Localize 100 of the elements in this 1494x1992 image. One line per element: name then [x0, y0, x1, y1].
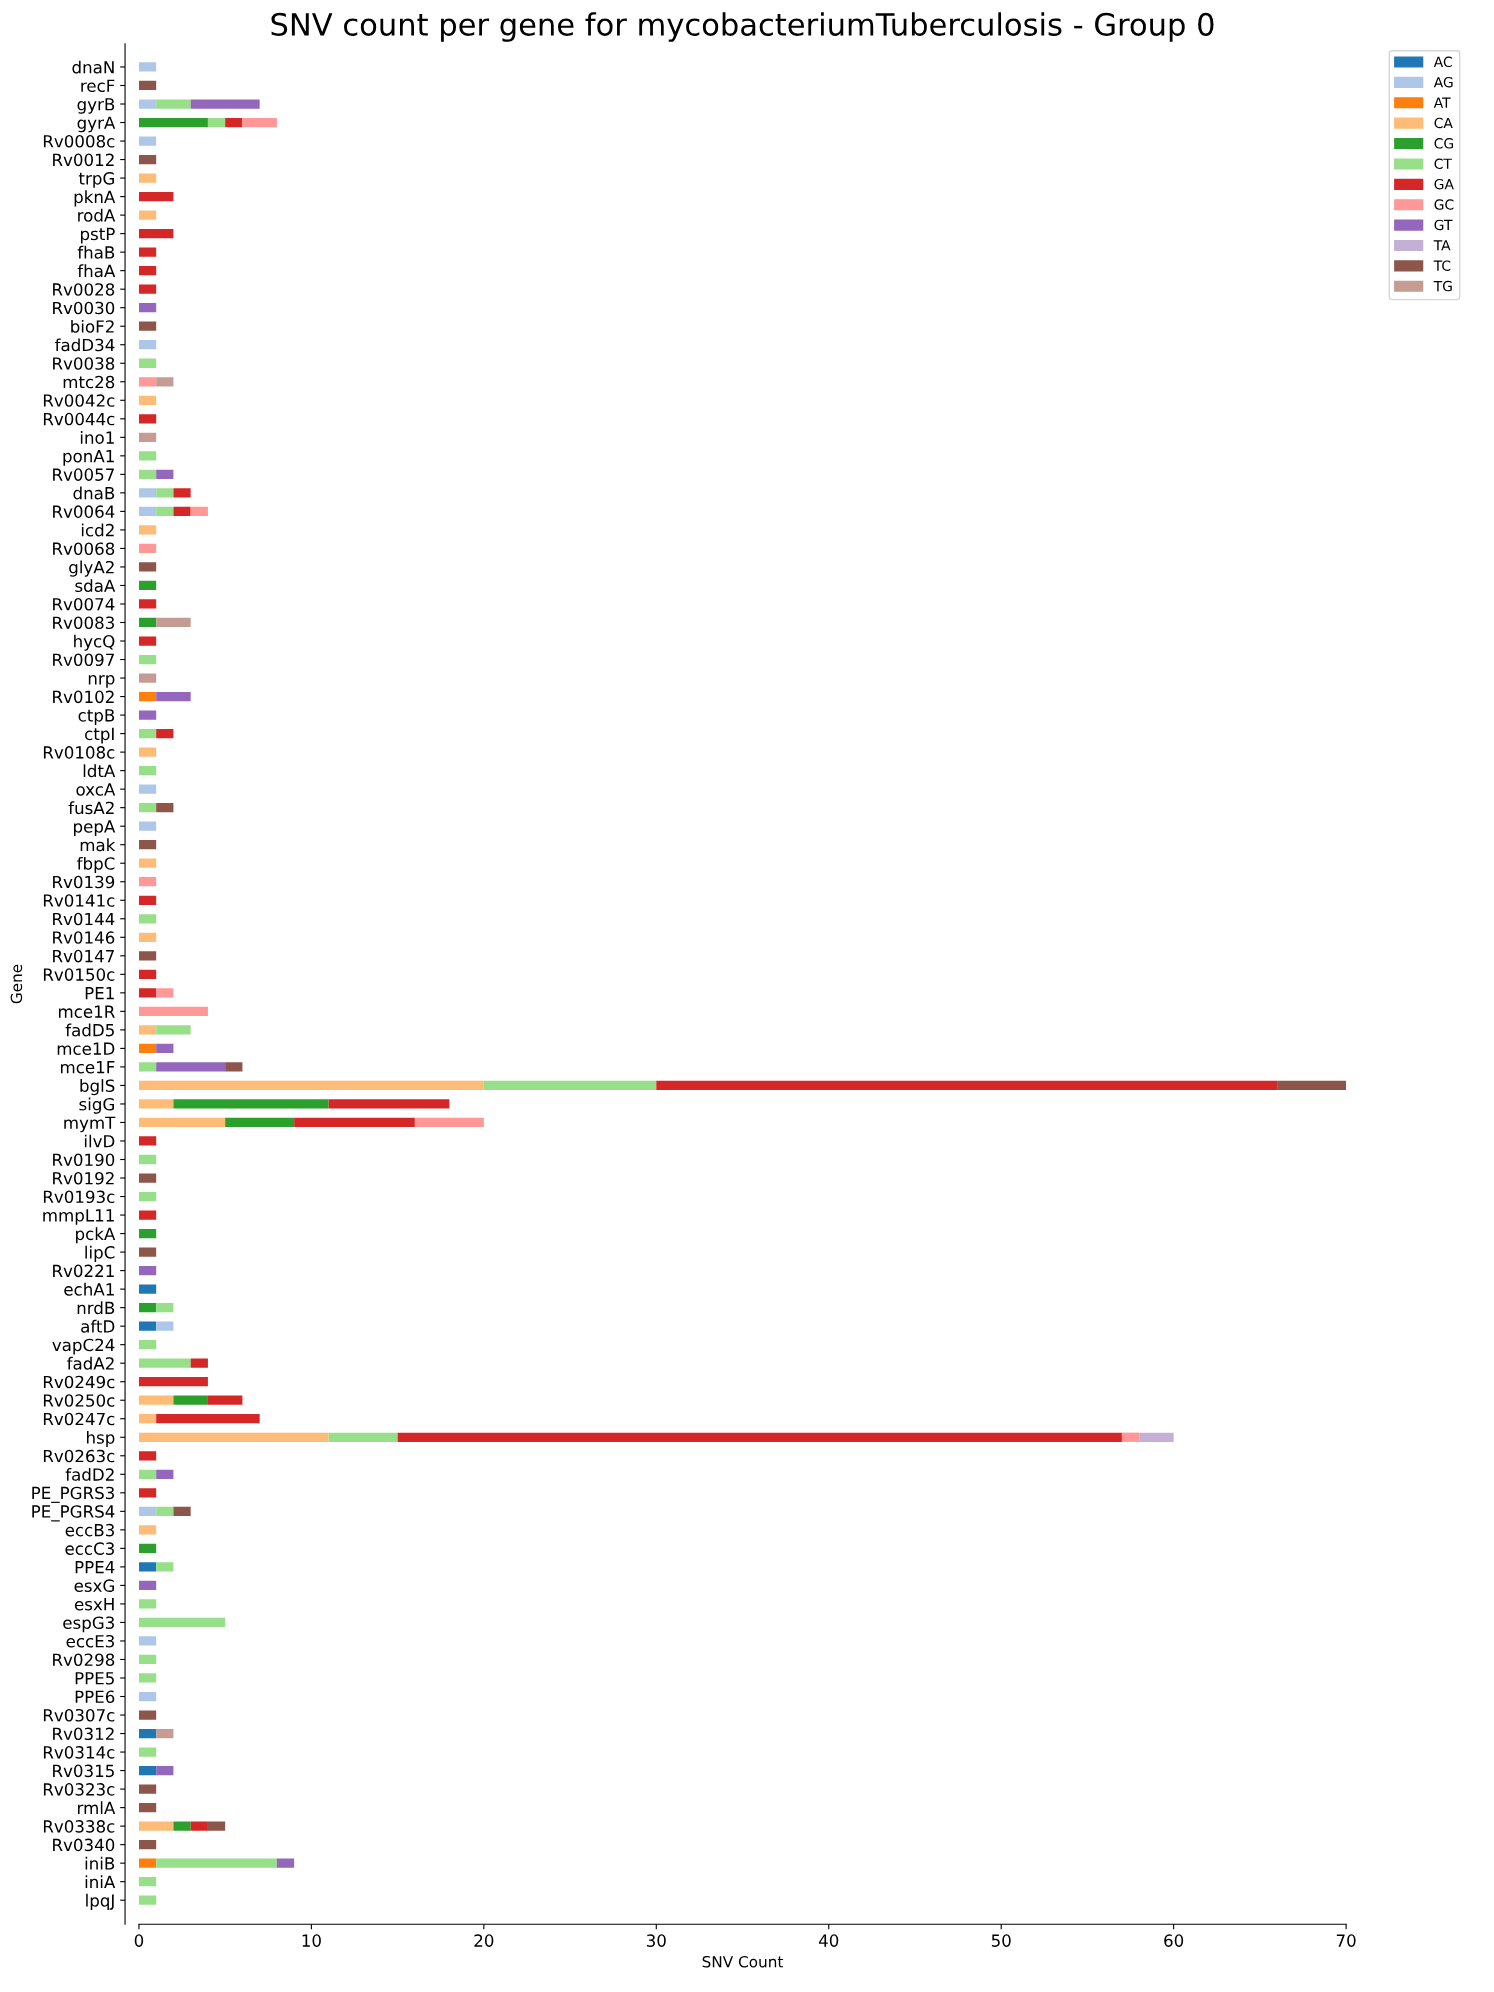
- bar: [138, 414, 157, 424]
- y-tick-label: ldtA: [83, 764, 116, 778]
- y-tick-label: pckA: [76, 1227, 116, 1244]
- bar: [138, 80, 157, 91]
- bar: [276, 1858, 295, 1868]
- bar: [156, 1765, 174, 1776]
- bar: [138, 395, 157, 405]
- bar: [138, 1154, 157, 1165]
- bar: [138, 691, 157, 702]
- y-tick-label: pepA: [74, 820, 116, 836]
- bar: [138, 303, 157, 313]
- y-tick-label: fadD34: [55, 338, 115, 352]
- y-tick-label: recF: [81, 79, 115, 93]
- y-tick-label: echA1: [64, 1282, 114, 1296]
- y-tick-label: lpqJ: [86, 1893, 114, 1910]
- bar: [156, 1062, 226, 1072]
- bar: [138, 1543, 157, 1553]
- y-tick-label: ponA1: [63, 450, 114, 466]
- y-tick-label: gyrB: [77, 98, 115, 114]
- y-tick-label: Rv0314c: [43, 1746, 115, 1759]
- bar: [156, 1321, 174, 1331]
- y-tick-label: pknA: [74, 190, 116, 207]
- y-tick-label: Rv0146: [53, 931, 115, 944]
- y-tick-label: aftD: [81, 1319, 115, 1333]
- y-tick-label: mce1D: [57, 1042, 115, 1055]
- bar: [138, 1469, 157, 1479]
- bar: [138, 988, 157, 998]
- legend-label: GT: [1434, 219, 1453, 231]
- bar: [483, 1080, 657, 1091]
- bar: [138, 803, 157, 813]
- y-tick-label: Rv0144: [53, 912, 115, 926]
- bar: [138, 1599, 157, 1609]
- bar: [138, 969, 157, 979]
- bar: [138, 1562, 157, 1572]
- bar: [225, 1062, 243, 1072]
- y-tick-label: Rv0108c: [43, 746, 115, 759]
- bar: [138, 1654, 157, 1665]
- bar: [156, 1506, 174, 1516]
- bar: [156, 1303, 174, 1313]
- bar: [138, 784, 157, 794]
- bar: [138, 1895, 157, 1905]
- legend-label: AG: [1433, 76, 1453, 88]
- y-tick-label: Rv0102: [53, 690, 114, 704]
- bar: [173, 1821, 191, 1831]
- y-tick-label: Rv0097: [53, 653, 114, 667]
- y-tick-label: mce1R: [59, 1005, 115, 1018]
- bar: [138, 1136, 157, 1146]
- bar: [138, 1432, 329, 1442]
- y-tick-label: Rv0312: [53, 1727, 114, 1741]
- y-tick-label: rmlA: [78, 1801, 116, 1814]
- bar: [156, 803, 174, 813]
- y-tick-label: PE_PGRS3: [32, 1486, 114, 1503]
- bar: [138, 747, 157, 757]
- bar: [138, 469, 157, 479]
- y-tick-label: gyrA: [77, 116, 116, 133]
- x-axis-title: SNV Count: [702, 1955, 784, 1968]
- bar: [156, 1728, 174, 1739]
- bar: [138, 229, 174, 239]
- y-tick-label: fadA2: [67, 1356, 114, 1370]
- y-tick-label: Rv0338c: [43, 1820, 115, 1833]
- y-tick-label: ilvD: [84, 1134, 115, 1148]
- y-tick-label: Rv0250c: [43, 1394, 115, 1407]
- bar: [138, 1303, 157, 1313]
- y-tick-label: ctpI: [85, 727, 114, 744]
- y-tick-label: Rv0147: [53, 949, 114, 963]
- bar: [207, 1821, 226, 1831]
- y-tick-label: eccC3: [65, 1542, 114, 1555]
- y-tick-label: fbpC: [77, 856, 115, 874]
- bar: [190, 99, 260, 109]
- y-tick-label: Rv0028: [53, 283, 115, 296]
- y-tick-label: PPE5: [75, 1672, 114, 1685]
- y-tick-label: vapC24: [52, 1338, 115, 1355]
- bar: [138, 580, 157, 591]
- legend-label: AT: [1433, 97, 1451, 108]
- bar: [190, 506, 208, 517]
- y-tick-label: oxcA: [76, 783, 116, 796]
- legend-label: AC: [1433, 56, 1452, 68]
- legend-label: CA: [1434, 117, 1453, 129]
- y-tick-label: espG3: [63, 1616, 114, 1633]
- bar: [138, 1525, 157, 1535]
- bar: [414, 1117, 484, 1128]
- bar: [190, 1821, 208, 1831]
- y-tick-label: PE_PGRS4: [32, 1505, 115, 1522]
- bar: [138, 488, 157, 498]
- y-tick-label: mmpL11: [43, 1209, 114, 1225]
- y-tick-label: icd2: [81, 523, 114, 537]
- bar: [138, 432, 157, 442]
- y-tick-label: Rv0247c: [43, 1412, 115, 1426]
- bar: [1121, 1432, 1140, 1442]
- y-tick-label: hsp: [87, 1430, 115, 1448]
- bar: [138, 136, 157, 146]
- bar: [225, 1117, 295, 1128]
- bar: [138, 210, 157, 220]
- bar: [156, 988, 174, 998]
- y-tick-label: fadD2: [65, 1467, 114, 1481]
- y-tick-label: Rv0044c: [43, 412, 115, 426]
- bar: [138, 1877, 157, 1887]
- legend-label: TA: [1433, 240, 1451, 251]
- y-tick-label: Rv0315: [53, 1764, 114, 1778]
- bar: [138, 877, 157, 887]
